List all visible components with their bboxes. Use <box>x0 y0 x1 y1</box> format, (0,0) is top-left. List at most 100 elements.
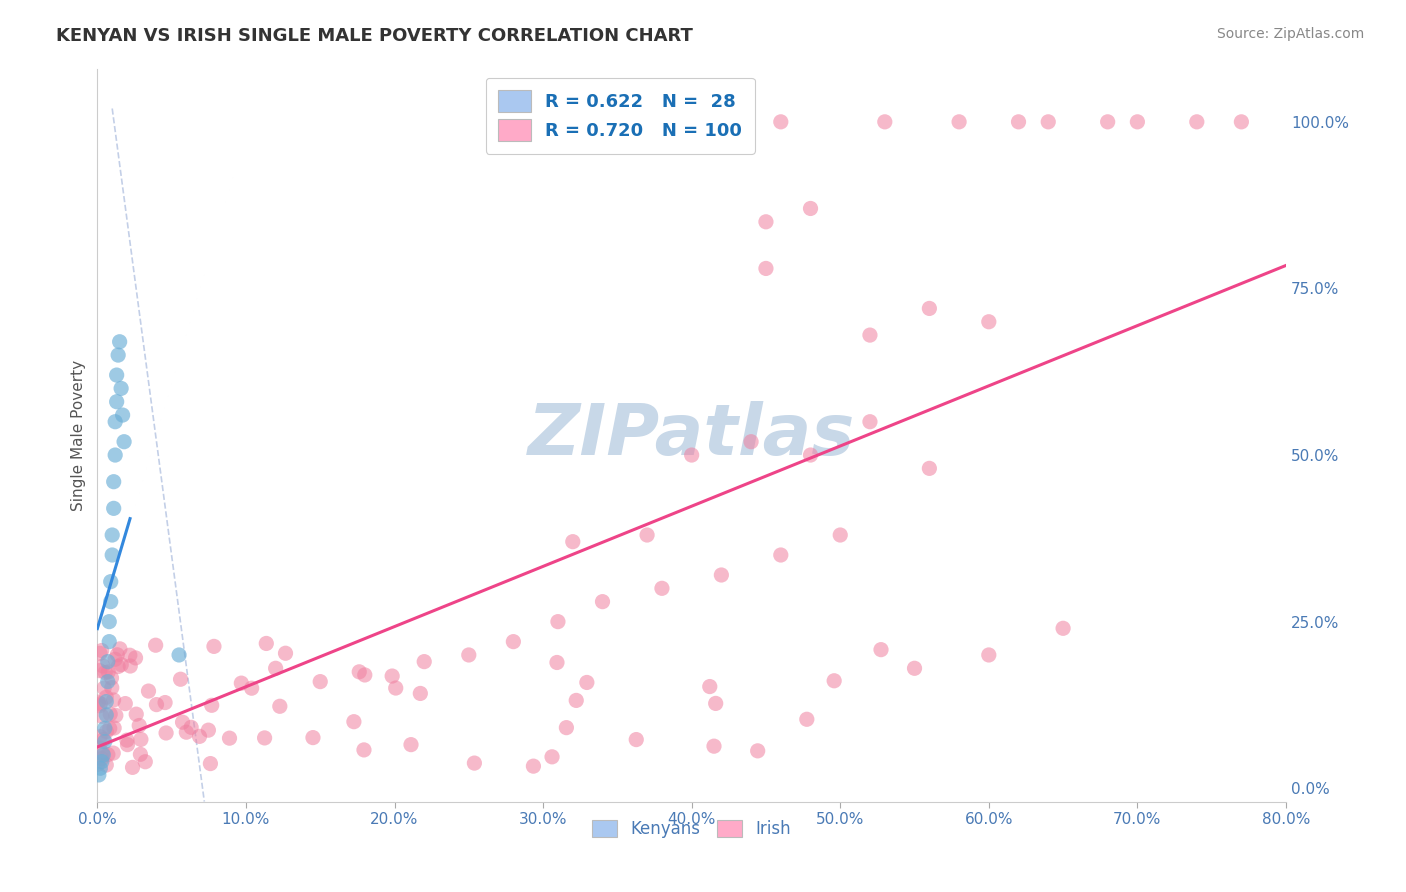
Point <box>274 646 297 660</box>
Point <box>103 721 125 735</box>
Point <box>681 115 703 129</box>
Point <box>91 746 114 760</box>
Point <box>124 651 146 665</box>
Point <box>114 697 136 711</box>
Point <box>100 681 122 695</box>
Text: ZIPatlas: ZIPatlas <box>529 401 855 469</box>
Point <box>1185 115 1208 129</box>
Point <box>703 739 725 754</box>
Point <box>547 615 569 629</box>
Point <box>96 758 118 772</box>
Point <box>626 732 648 747</box>
Point <box>105 394 128 409</box>
Point <box>97 655 120 669</box>
Point <box>384 681 406 695</box>
Point <box>302 731 325 745</box>
Point <box>104 448 127 462</box>
Point <box>91 659 114 673</box>
Point <box>89 698 111 713</box>
Point <box>103 746 125 760</box>
Point <box>118 648 141 663</box>
Point <box>463 756 485 770</box>
Point <box>349 665 371 679</box>
Point <box>1052 621 1074 635</box>
Point <box>253 731 276 745</box>
Point <box>89 761 111 775</box>
Point <box>104 708 127 723</box>
Point <box>121 760 143 774</box>
Point <box>202 640 225 654</box>
Point <box>796 712 818 726</box>
Point <box>104 415 127 429</box>
Point <box>93 681 115 695</box>
Text: Source: ZipAtlas.com: Source: ZipAtlas.com <box>1216 27 1364 41</box>
Point <box>125 707 148 722</box>
Point <box>105 368 128 382</box>
Point <box>98 634 121 648</box>
Point <box>105 648 128 662</box>
Point <box>107 659 129 673</box>
Point <box>555 721 578 735</box>
Y-axis label: Single Male Poverty: Single Male Poverty <box>72 359 86 510</box>
Point <box>108 641 131 656</box>
Point <box>98 707 121 722</box>
Point <box>89 646 111 660</box>
Point <box>134 755 156 769</box>
Point <box>180 720 202 734</box>
Point <box>94 721 117 735</box>
Point <box>823 673 845 688</box>
Point <box>103 475 125 489</box>
Point <box>93 732 115 747</box>
Point <box>103 501 125 516</box>
Point <box>101 548 124 562</box>
Point <box>755 215 778 229</box>
Point <box>522 759 544 773</box>
Point <box>681 448 703 462</box>
Point <box>89 664 111 678</box>
Point <box>636 528 658 542</box>
Point <box>138 684 160 698</box>
Point <box>592 594 614 608</box>
Point <box>176 725 198 739</box>
Point <box>859 328 882 343</box>
Point <box>117 738 139 752</box>
Point <box>153 696 176 710</box>
Point <box>90 751 112 765</box>
Point <box>167 648 190 662</box>
Point <box>129 747 152 762</box>
Point <box>413 655 436 669</box>
Point <box>201 698 224 713</box>
Point <box>264 661 287 675</box>
Point <box>799 448 821 462</box>
Point <box>409 686 432 700</box>
Point <box>200 756 222 771</box>
Point <box>457 648 479 662</box>
Point <box>755 261 778 276</box>
Point <box>1097 115 1119 129</box>
Point <box>353 743 375 757</box>
Point <box>977 648 1000 662</box>
Point <box>100 574 122 589</box>
Point <box>169 672 191 686</box>
Point <box>399 738 422 752</box>
Point <box>197 723 219 738</box>
Point <box>86 757 108 772</box>
Point <box>96 690 118 705</box>
Point <box>541 749 564 764</box>
Point <box>561 534 583 549</box>
Point <box>107 348 129 362</box>
Point <box>87 695 110 709</box>
Point <box>269 699 291 714</box>
Point <box>799 202 821 216</box>
Point <box>1038 115 1060 129</box>
Point <box>97 665 120 679</box>
Point <box>98 722 121 736</box>
Point <box>240 681 263 696</box>
Point <box>96 695 118 709</box>
Point <box>155 726 177 740</box>
Point <box>704 697 727 711</box>
Point <box>870 642 893 657</box>
Point <box>977 315 1000 329</box>
Point <box>129 732 152 747</box>
Legend: Kenyans, Irish: Kenyans, Irish <box>585 813 797 845</box>
